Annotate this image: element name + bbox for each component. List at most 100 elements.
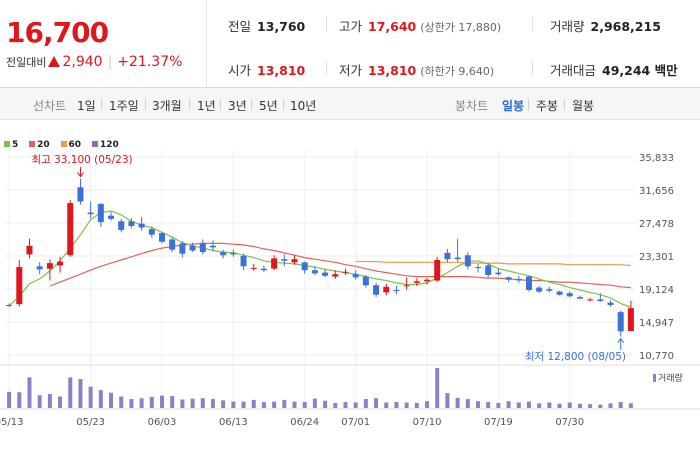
candle-body — [148, 229, 155, 235]
y-tick-label: 31,656 — [639, 186, 674, 197]
volume-bar — [445, 393, 450, 408]
y-tick-label: 19,124 — [639, 285, 674, 296]
legend-label: 60 — [68, 140, 82, 150]
period-5y[interactable]: 5년 — [259, 99, 278, 113]
up-arrow-icon — [48, 56, 61, 67]
period-1d[interactable]: 1일 — [77, 99, 96, 113]
volume-bar — [353, 402, 358, 408]
legend-ma60: 60 — [60, 140, 82, 150]
period-10y[interactable]: 10년 — [290, 99, 317, 113]
y-tick-label: 14,947 — [639, 318, 674, 329]
candle-body — [617, 312, 624, 332]
stat-value: 13,810 — [368, 63, 417, 78]
volume-bar — [109, 392, 114, 408]
price-change: 전일대비 2,940 | +21.37% — [6, 54, 182, 70]
candle-body — [36, 266, 43, 270]
candle-body — [587, 299, 594, 301]
candle-body — [311, 270, 318, 274]
candle-body — [97, 203, 104, 223]
stat-open: 시가 13,810 — [228, 60, 305, 79]
quote-header: 16,700 전일대비 2,940 | +21.37% 전일 13,760 고가 17,6… — [0, 0, 700, 88]
candle-body — [515, 278, 522, 281]
stat-label: 전일 — [228, 19, 252, 34]
volume-bar — [170, 396, 175, 408]
upper-limit: (상한가 17,880) — [420, 21, 502, 34]
candle-body — [444, 252, 451, 260]
period-3m[interactable]: 3개월 — [152, 99, 182, 113]
volume-bar — [98, 390, 103, 408]
candle-body — [189, 245, 196, 251]
stat-label: 저가 — [339, 63, 363, 78]
volume-bar — [598, 404, 603, 408]
price-summary: 16,700 전일대비 2,940 | +21.37% — [0, 0, 207, 88]
volume-bar — [465, 399, 470, 408]
volume-bar — [7, 391, 12, 408]
volume-bar — [58, 396, 63, 408]
stat-high: 고가 17,640 (상한가 17,880) — [339, 16, 501, 35]
x-tick-label: 07/30 — [555, 417, 584, 428]
volume-bar — [312, 398, 317, 408]
volume-bar — [608, 403, 613, 408]
candle-body — [199, 243, 206, 253]
candle-body — [179, 243, 186, 254]
volume-bar — [506, 401, 511, 408]
candle-body — [475, 267, 481, 269]
min-arrow-icon — [617, 337, 625, 343]
candle-body — [301, 262, 308, 271]
stat-value: 2,968,215 — [590, 19, 661, 34]
candle-body — [403, 285, 410, 287]
period-1w[interactable]: 1주일 — [109, 99, 139, 113]
volume-bar — [628, 403, 633, 408]
volume-bar — [292, 401, 297, 408]
volume-bar — [160, 395, 164, 408]
volume-bar — [261, 402, 266, 408]
candle-body — [240, 256, 247, 267]
volume-bar — [618, 402, 623, 408]
divider — [532, 17, 533, 31]
legend-ma120: 120 — [91, 140, 119, 150]
candle-body — [26, 245, 33, 255]
volume-bar — [302, 402, 307, 408]
period-3y[interactable]: 3년 — [228, 99, 247, 113]
candle-body — [46, 263, 53, 269]
candle-body — [87, 212, 94, 215]
candle-body — [373, 285, 380, 295]
legend-label: 20 — [37, 140, 50, 150]
volume-bar — [139, 398, 144, 408]
candle-body — [607, 302, 614, 305]
volume-bar — [129, 399, 134, 408]
divider — [564, 99, 565, 110]
stat-label: 고가 — [339, 19, 363, 34]
ma5-swatch — [4, 141, 10, 147]
candle-body — [138, 223, 145, 228]
candle-monthly[interactable]: 월봉 — [572, 99, 595, 113]
volume-bar — [68, 377, 73, 408]
volume-bar — [435, 368, 440, 408]
legend-label: 5 — [12, 140, 19, 150]
volume-bar — [486, 402, 491, 408]
ma20-line — [49, 242, 631, 289]
candle-daily[interactable]: 일봉 — [502, 99, 525, 113]
divider — [283, 99, 284, 110]
stat-trade-value: 거래대금 49,244 백만 — [550, 60, 678, 79]
candle-body — [362, 276, 369, 286]
ma5-line — [8, 210, 632, 308]
volume-bar — [343, 402, 348, 408]
candle-body — [556, 291, 563, 295]
candle-weekly[interactable]: 주봉 — [536, 99, 559, 113]
volume-bar — [27, 377, 32, 408]
legend-ma5: 5 — [4, 140, 18, 150]
candle-body — [485, 265, 492, 275]
volume-label: 거래량 — [658, 372, 683, 384]
stat-label: 시가 — [228, 63, 252, 78]
lower-limit: (하한가 9,640) — [420, 65, 495, 78]
divider — [326, 17, 327, 31]
candle-body — [597, 299, 604, 302]
change-amount: 2,940 — [62, 54, 103, 70]
volume-bar — [577, 403, 582, 408]
volume-bar — [567, 402, 572, 408]
divider — [145, 99, 146, 110]
volume-bar — [404, 402, 409, 408]
period-1y[interactable]: 1년 — [197, 99, 216, 113]
candle-body — [108, 215, 115, 219]
